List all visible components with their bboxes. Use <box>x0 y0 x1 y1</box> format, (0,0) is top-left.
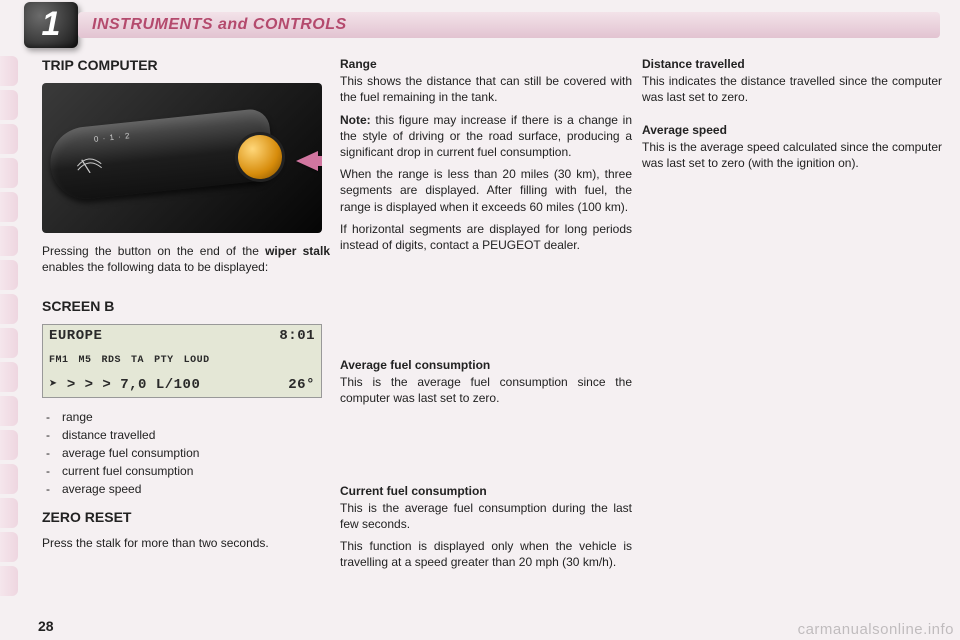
lcd-row1-right: 8:01 <box>279 327 315 346</box>
list-item: average fuel consumption <box>42 444 330 462</box>
side-tab <box>0 124 18 154</box>
side-tab <box>0 566 18 596</box>
range-note: Note: this figure may increase if there … <box>340 112 632 161</box>
data-list: range distance travelled average fuel co… <box>42 408 330 498</box>
wiper-stalk-figure: 0 · 1 · 2 <box>42 83 322 233</box>
column-right: Distance travelled This indicates the di… <box>642 56 942 616</box>
side-tab <box>0 464 18 494</box>
screen-b-lcd: EUROPE 8:01 FM1 M5 RDS TA PTY LOUD ➤ > >… <box>42 324 322 398</box>
side-tab <box>0 90 18 120</box>
list-item: current fuel consumption <box>42 462 330 480</box>
zero-reset-body: Press the stalk for more than two second… <box>42 535 330 551</box>
side-tab <box>0 158 18 188</box>
side-tab <box>0 56 18 86</box>
column-left: TRIP COMPUTER 0 · 1 · 2 Pressing the but… <box>42 56 330 616</box>
side-tab <box>0 498 18 528</box>
section-title: INSTRUMENTS and CONTROLS <box>78 12 940 38</box>
intro-text-b: enables the following data to be display… <box>42 260 268 274</box>
side-tab <box>0 260 18 290</box>
lcd-row1-left: EUROPE <box>49 327 102 346</box>
lcd-row2-1: M5 <box>79 354 92 368</box>
lcd-row2-0: FM1 <box>49 354 69 368</box>
side-tab <box>0 328 18 358</box>
avg-fuel-body: This is the average fuel consumption sin… <box>340 374 632 406</box>
side-tab-rail <box>0 0 18 640</box>
side-tab <box>0 396 18 426</box>
intro-text-a: Pressing the button on the end of the <box>42 244 265 258</box>
press-arrow-icon <box>296 151 318 171</box>
range-p1: This shows the distance that can still b… <box>340 73 632 105</box>
lcd-row3-left: ➤ > > > 7,0 L/100 <box>49 376 200 395</box>
page-number: 28 <box>38 618 54 634</box>
list-item: distance travelled <box>42 426 330 444</box>
side-tab <box>0 430 18 460</box>
lcd-row2-3: TA <box>131 354 144 368</box>
section-number-badge: 1 <box>24 2 78 48</box>
side-tab <box>0 226 18 256</box>
intro-paragraph: Pressing the button on the end of the wi… <box>42 243 330 275</box>
avg-speed-body: This is the average speed calculated sin… <box>642 139 942 171</box>
trip-computer-heading: TRIP COMPUTER <box>42 56 330 75</box>
cur-fuel-p2: This function is displayed only when the… <box>340 538 632 570</box>
distance-heading: Distance travelled <box>642 56 942 72</box>
range-p4: If horizontal segments are displayed for… <box>340 221 632 253</box>
distance-body: This indicates the distance travelled si… <box>642 73 942 105</box>
list-item: average speed <box>42 480 330 498</box>
zero-reset-heading: ZERO RESET <box>42 508 330 527</box>
side-tab <box>0 532 18 562</box>
side-tab <box>0 294 18 324</box>
lcd-row3-right: 26° <box>288 376 315 395</box>
avg-speed-heading: Average speed <box>642 122 942 138</box>
lcd-row2-4: PTY <box>154 354 174 368</box>
avg-fuel-heading: Average fuel consumption <box>340 357 632 373</box>
column-middle: Range This shows the distance that can s… <box>340 56 632 616</box>
wiper-icon <box>73 149 105 174</box>
lcd-row2-2: RDS <box>102 354 122 368</box>
cur-fuel-heading: Current fuel consumption <box>340 483 632 499</box>
side-tab <box>0 362 18 392</box>
screen-b-heading: SCREEN B <box>42 297 330 316</box>
cur-fuel-p1: This is the average fuel consumption dur… <box>340 500 632 532</box>
range-note-body: this figure may increase if there is a c… <box>340 113 632 159</box>
intro-bold: wiper stalk <box>265 244 330 258</box>
watermark: carmanualsonline.info <box>798 621 954 638</box>
lcd-row2-5: LOUD <box>184 354 210 368</box>
range-heading: Range <box>340 56 632 72</box>
range-note-label: Note: <box>340 113 371 127</box>
side-tab <box>0 192 18 222</box>
list-item: range <box>42 408 330 426</box>
range-p3: When the range is less than 20 miles (30… <box>340 166 632 215</box>
